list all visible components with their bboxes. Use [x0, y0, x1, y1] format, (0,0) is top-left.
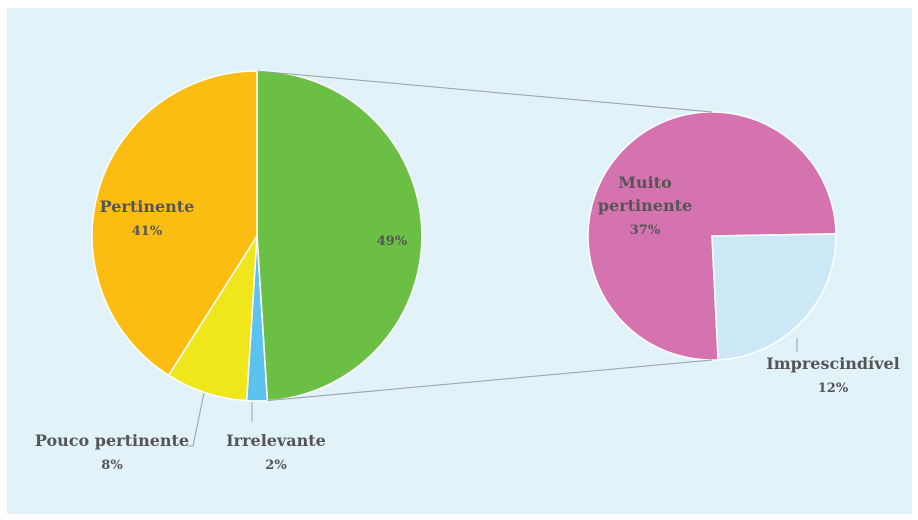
slice-label-imprescindivel: Imprescindível: [766, 354, 900, 373]
data-label-irrelevante: 2%: [265, 458, 287, 473]
slice-label-pertinente: Pertinente: [100, 197, 195, 216]
slice-label-muito-pertinente-line2: pertinente: [598, 196, 692, 215]
slice-label-irrelevante: Irrelevante: [226, 431, 326, 450]
data-label-49-percent: 49%: [377, 234, 408, 249]
leader-line-pouco-pertinente: [187, 392, 205, 447]
data-label-muito-pertinente: 37%: [630, 223, 661, 238]
slice-label-muito-pertinente-line1: Muito: [618, 173, 672, 192]
slice-label-pouco-pertinente: Pouco pertinente: [35, 431, 189, 450]
slice-main-0: [256, 70, 423, 402]
connector-line-bottom: [267, 359, 713, 402]
data-label-pouco-pertinente: 8%: [101, 458, 123, 473]
slice-pertinente: [91, 70, 258, 377]
connector-line-top: [256, 70, 713, 113]
slice-imprescindivel: [711, 233, 837, 361]
data-label-pertinente: 41%: [132, 224, 163, 239]
data-label-imprescindivel: 12%: [818, 381, 849, 396]
